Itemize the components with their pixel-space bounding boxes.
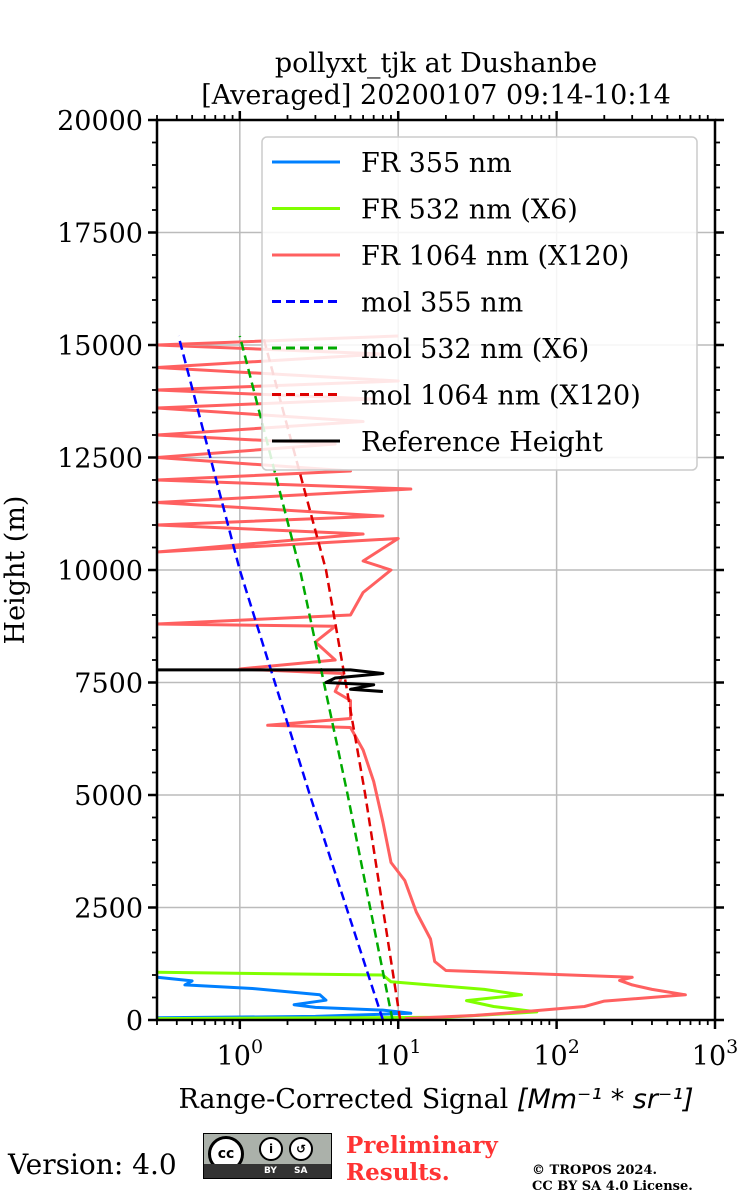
y-tick-label: 0 (126, 1006, 143, 1037)
copyright-note: © TROPOS 2024. CC BY SA 4.0 License. (532, 1163, 693, 1195)
y-tick-label: 17500 (57, 219, 143, 250)
legend-label-5: mol 1064 nm (X120) (361, 381, 641, 412)
x-axis-label: Range-Corrected Signal [Mm⁻¹ * sr⁻¹] (178, 1084, 693, 1115)
preliminary-line1: Preliminary (346, 1132, 498, 1159)
series-line-0 (157, 975, 413, 1020)
preliminary-results-note: Preliminary Results. (346, 1132, 498, 1186)
series-line-6 (157, 668, 385, 693)
y-tick-label: 7500 (74, 669, 143, 700)
series-line-1 (157, 970, 539, 1020)
x-tick-label: 100 (217, 1036, 263, 1072)
legend-box (261, 136, 698, 471)
x-tick-label: 103 (692, 1036, 738, 1072)
y-axis-label: Height (m) (0, 496, 31, 645)
badge-sa-text: SA (294, 1166, 308, 1176)
copyright-text: © TROPOS 2024. (532, 1163, 658, 1178)
y-tick-label: 2500 (74, 894, 143, 925)
y-tick-label: 12500 (57, 444, 143, 475)
legend-label-0: FR 355 nm (361, 148, 512, 179)
legend-label-4: mol 532 nm (X6) (361, 334, 589, 365)
cc-license-badge: cc i ↺ BY SA (203, 1133, 332, 1179)
y-tick-label: 15000 (57, 331, 143, 362)
legend-label-1: FR 532 nm (X6) (361, 195, 578, 226)
badge-by-text: BY (264, 1166, 277, 1176)
x-tick-label: 102 (533, 1036, 579, 1072)
badge-strip: BY SA (204, 1164, 331, 1178)
legend-label-2: FR 1064 nm (X120) (361, 241, 629, 272)
x-tick-label: 101 (375, 1036, 421, 1072)
y-tick-label: 5000 (74, 781, 143, 812)
y-tick-label: 20000 (57, 106, 143, 137)
series-line-3 (177, 335, 385, 1020)
license-text: CC BY SA 4.0 License. (532, 1179, 693, 1194)
by-icon: i (259, 1137, 283, 1161)
y-tick-label: 10000 (57, 556, 143, 587)
sa-icon: ↺ (289, 1137, 313, 1161)
chart-title-line-2: [Averaged] 20200107 09:14-10:14 (201, 80, 671, 111)
version-label: Version: 4.0 (8, 1148, 177, 1181)
preliminary-line2: Results. (346, 1159, 450, 1186)
legend-label-6: Reference Height (361, 427, 603, 458)
legend-label-3: mol 355 nm (361, 288, 523, 319)
chart-title-line-1: pollyxt_tjk at Dushanbe (275, 48, 597, 79)
